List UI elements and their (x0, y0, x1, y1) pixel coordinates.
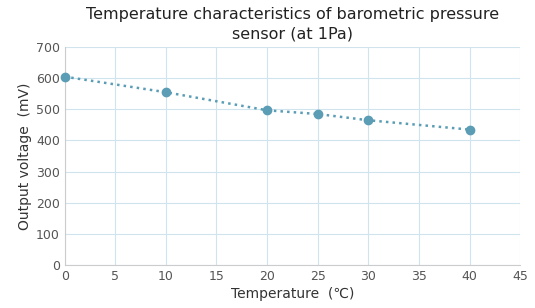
Point (60, 74, 69, 79)
Y-axis label: Output voltage  (mV): Output voltage (mV) (18, 82, 32, 230)
Point (314, 111, 322, 116)
Point (465, 127, 474, 132)
Point (162, 90, 170, 95)
Point (263, 108, 271, 113)
X-axis label: Temperature  (℃): Temperature (℃) (231, 287, 354, 301)
Title: Temperature characteristics of barometric pressure
sensor (at 1Pa): Temperature characteristics of barometri… (86, 7, 499, 42)
Point (364, 118, 372, 123)
